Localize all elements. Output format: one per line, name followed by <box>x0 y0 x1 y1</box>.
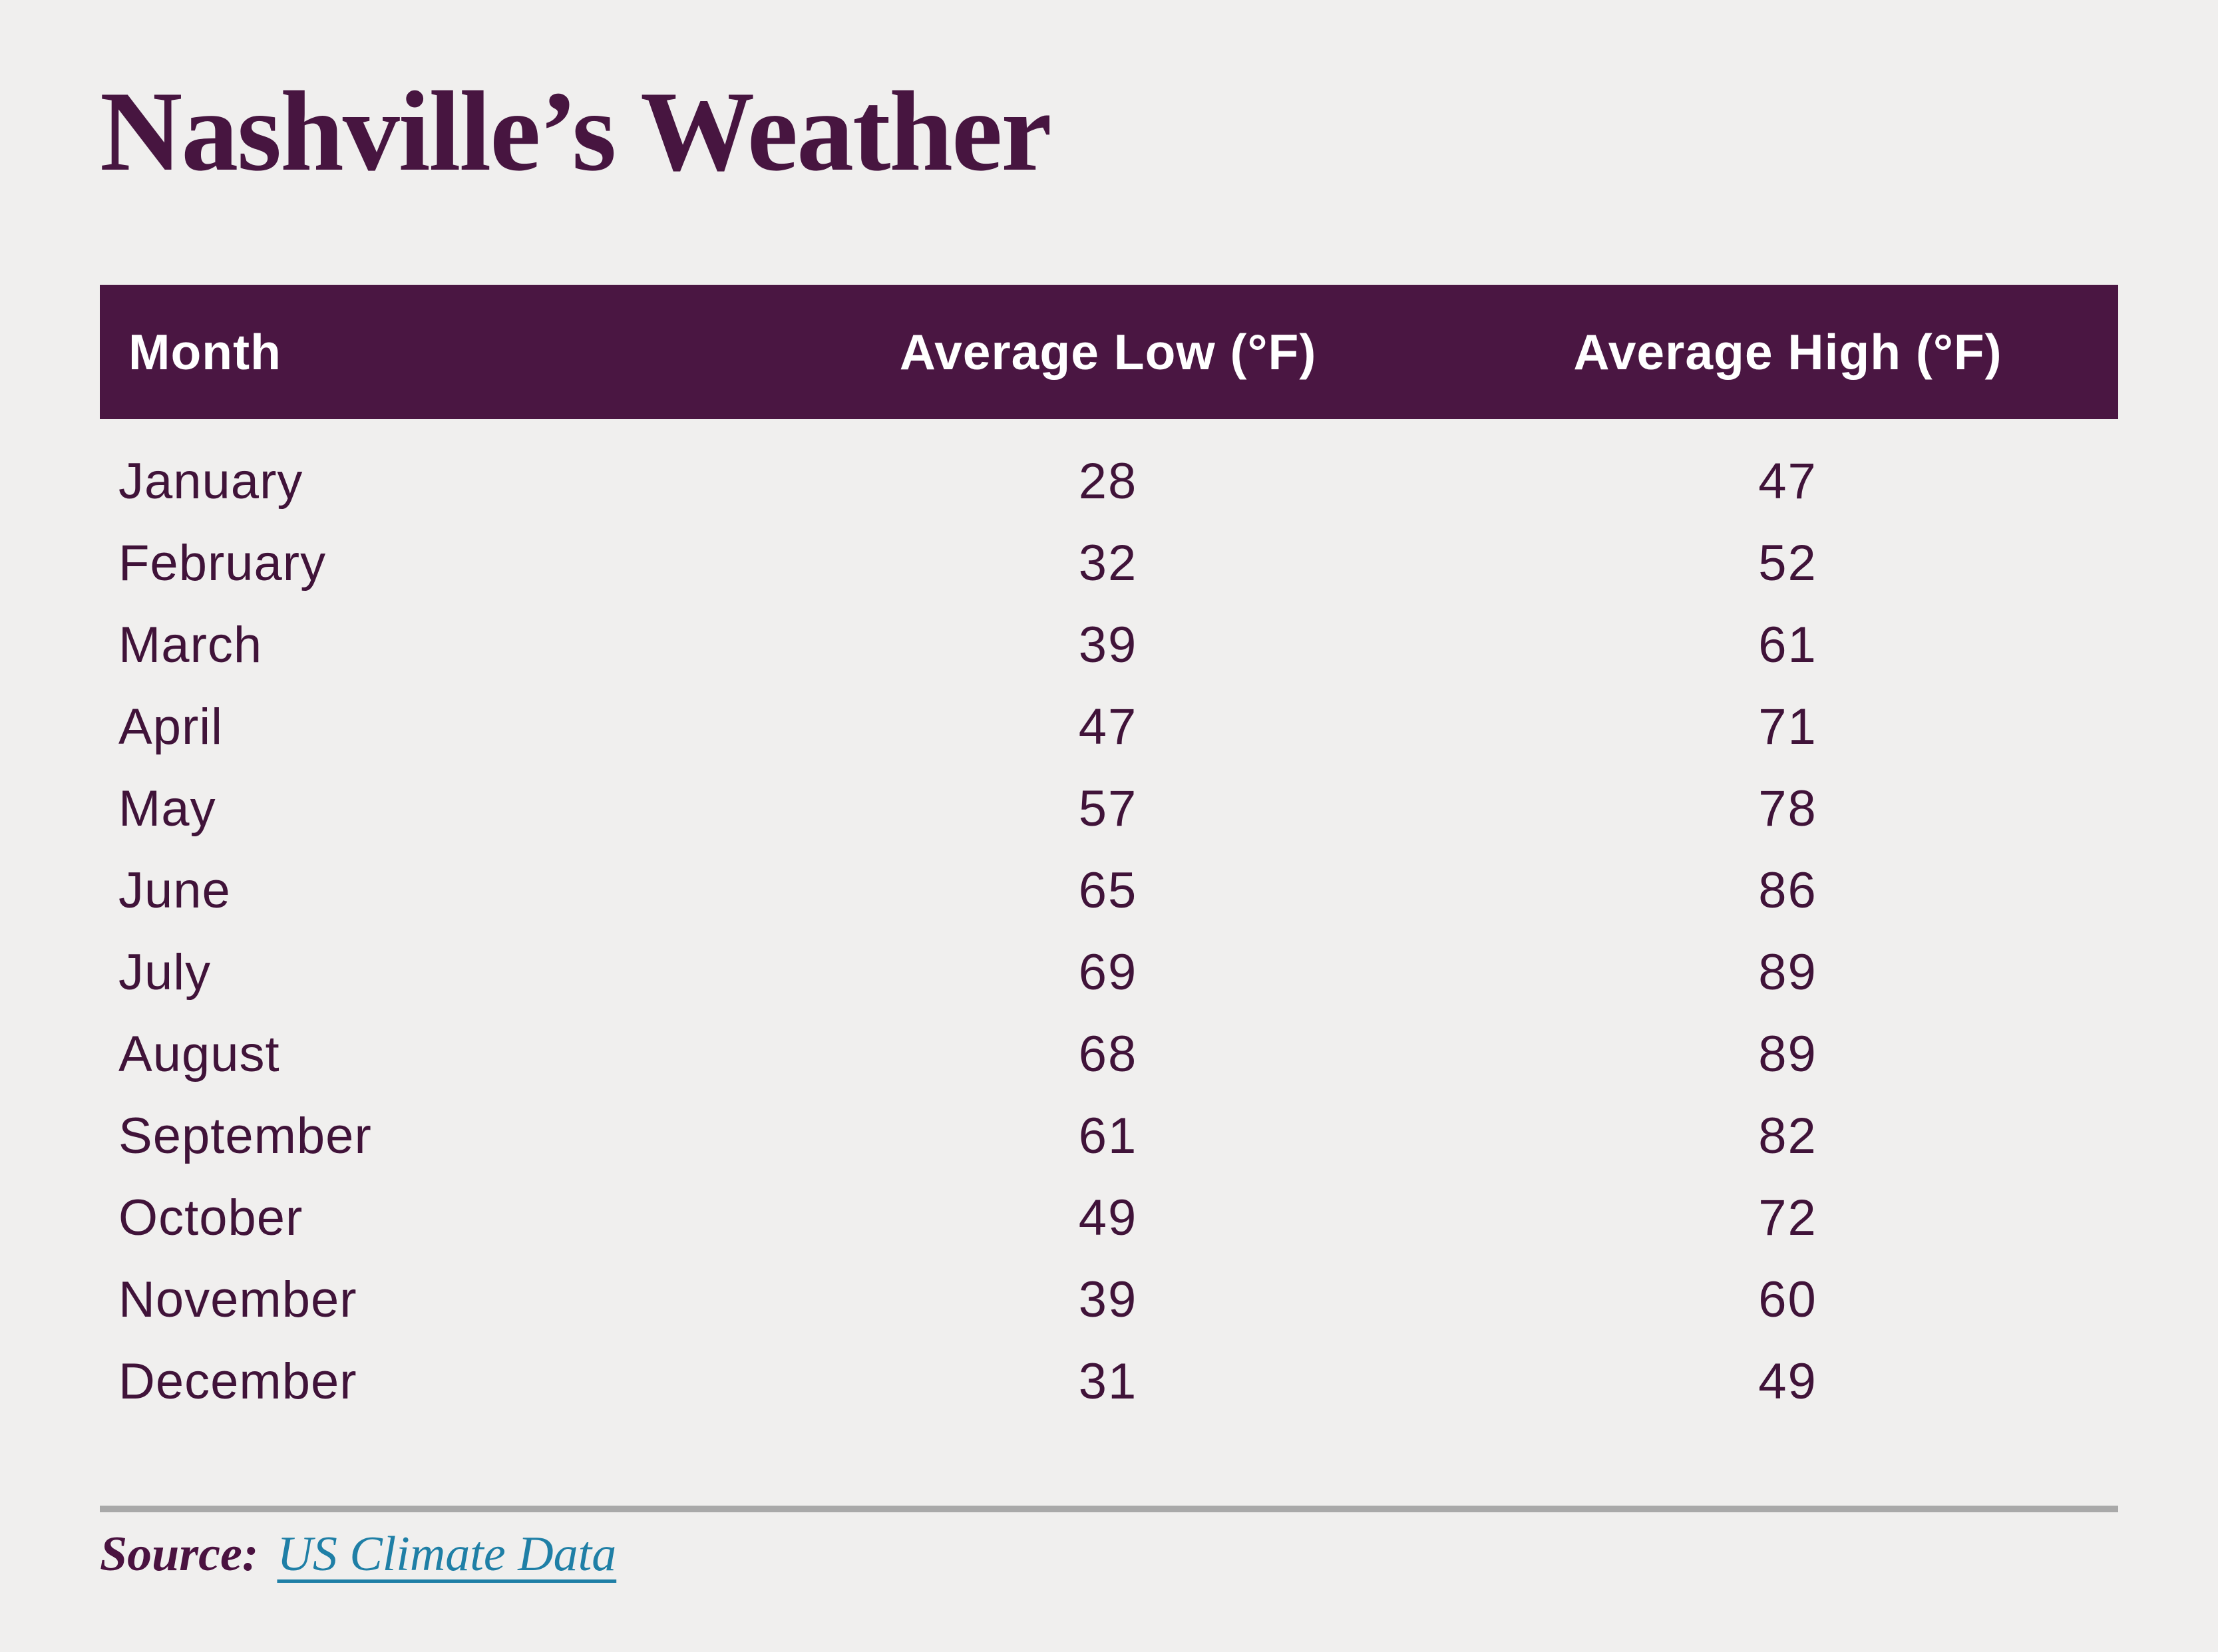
table-row: March 39 61 <box>100 604 2118 686</box>
month-cell: January <box>118 453 303 510</box>
low-cell: 31 <box>1078 1353 1138 1410</box>
low-cell: 32 <box>1078 535 1138 591</box>
weather-table: Month Average Low (°F) Average High (°F)… <box>100 285 2118 1422</box>
table-header-row: Month Average Low (°F) Average High (°F) <box>100 285 2118 419</box>
low-cell: 69 <box>1078 944 1138 1001</box>
high-cell: 72 <box>1758 1190 1817 1246</box>
high-cell: 61 <box>1758 617 1817 673</box>
high-cell: 82 <box>1758 1108 1817 1164</box>
low-cell: 65 <box>1078 862 1138 919</box>
month-cell: February <box>118 535 327 591</box>
month-cell: May <box>118 780 216 837</box>
low-cell: 61 <box>1078 1108 1138 1164</box>
month-cell: April <box>118 699 224 755</box>
table-row: November 39 60 <box>100 1259 2118 1341</box>
month-cell: June <box>118 862 231 919</box>
month-cell: November <box>118 1271 357 1328</box>
low-cell: 57 <box>1078 780 1138 837</box>
column-header-average-high: Average High (°F) <box>1573 324 2002 380</box>
table-body: January 28 47 February 32 52 March 39 61 April 47 7… <box>100 419 2118 1422</box>
month-cell: March <box>118 617 263 673</box>
source-label: Source: <box>100 1527 259 1581</box>
column-header-average-low: Average Low (°F) <box>899 324 1317 380</box>
table-row: August 68 89 <box>100 1013 2118 1095</box>
table-row: July 69 89 <box>100 931 2118 1013</box>
table-row: September 61 82 <box>100 1095 2118 1177</box>
table-row: October 49 72 <box>100 1177 2118 1259</box>
high-cell: 89 <box>1758 944 1817 1001</box>
month-cell: September <box>118 1108 372 1164</box>
low-cell: 68 <box>1078 1026 1138 1082</box>
source-link[interactable]: US Climate Data <box>277 1527 617 1581</box>
low-cell: 49 <box>1078 1190 1138 1246</box>
table-row: February 32 52 <box>100 522 2118 604</box>
high-cell: 78 <box>1758 780 1817 837</box>
table-row: June 65 86 <box>100 850 2118 931</box>
month-cell: October <box>118 1190 303 1246</box>
high-cell: 60 <box>1758 1271 1817 1328</box>
month-cell: December <box>118 1353 357 1410</box>
low-cell: 39 <box>1078 617 1138 673</box>
table-row: December 31 49 <box>100 1341 2118 1422</box>
high-cell: 49 <box>1758 1353 1817 1410</box>
column-header-month: Month <box>128 324 281 380</box>
horizontal-divider <box>100 1506 2118 1512</box>
table-row: January 28 47 <box>100 440 2118 522</box>
table-row: May 57 78 <box>100 768 2118 850</box>
high-cell: 47 <box>1758 453 1817 510</box>
low-cell: 39 <box>1078 1271 1138 1328</box>
high-cell: 52 <box>1758 535 1817 591</box>
table-row: April 47 71 <box>100 686 2118 768</box>
page-title: Nashville’s Weather <box>100 69 1052 195</box>
high-cell: 89 <box>1758 1026 1817 1082</box>
high-cell: 71 <box>1758 699 1817 755</box>
high-cell: 86 <box>1758 862 1817 919</box>
low-cell: 47 <box>1078 699 1138 755</box>
month-cell: August <box>118 1026 280 1082</box>
month-cell: July <box>118 944 212 1001</box>
source-line: Source: US Climate Data <box>100 1526 616 1583</box>
low-cell: 28 <box>1078 453 1138 510</box>
